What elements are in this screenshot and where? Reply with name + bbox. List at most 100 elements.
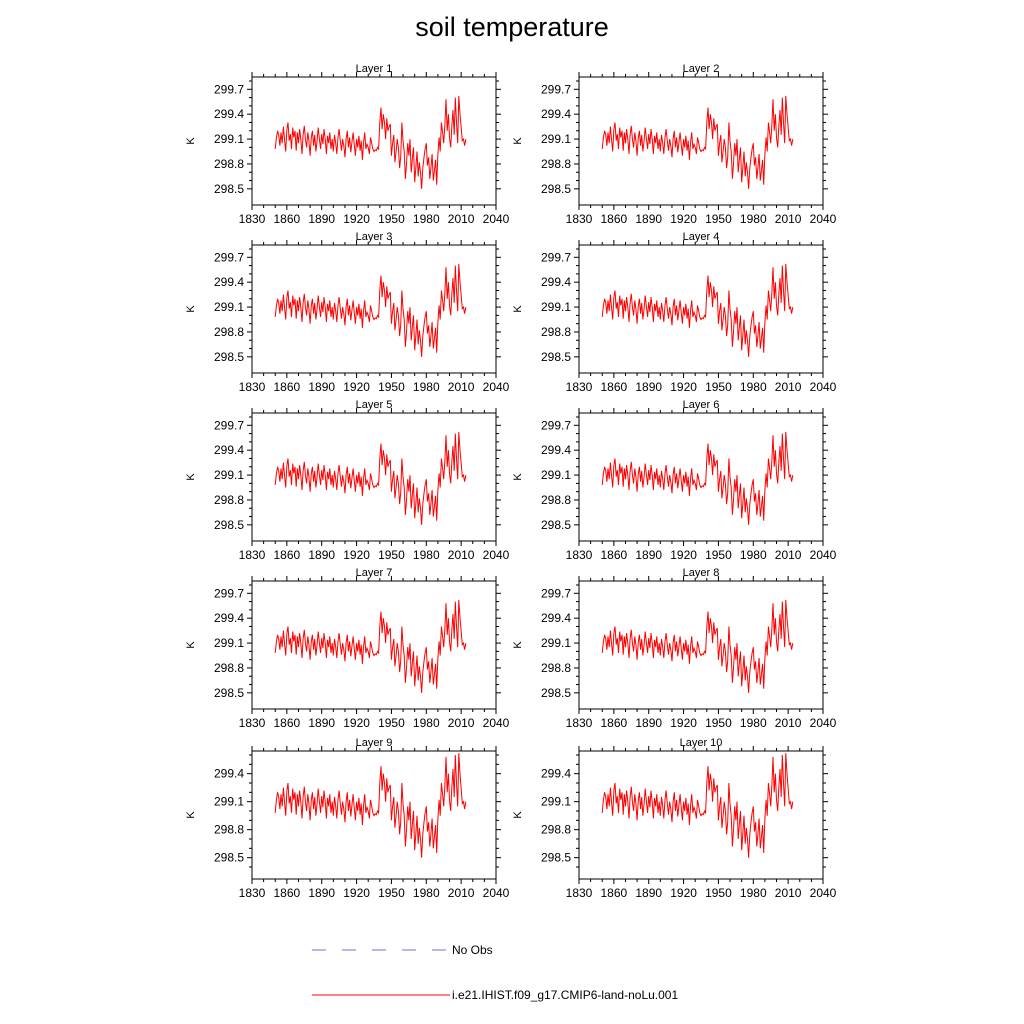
y-axis-label: K (512, 473, 524, 481)
x-tick-label: 1860 (601, 380, 628, 394)
panel-title: Layer 1 (356, 63, 393, 75)
y-tick-label: 299.4 (541, 767, 571, 781)
x-tick-label: 2010 (775, 212, 802, 226)
y-tick-label: 299.1 (214, 300, 244, 314)
x-tick-label: 1920 (343, 716, 370, 730)
plot-frame (578, 244, 824, 374)
y-tick-label: 299.4 (214, 275, 244, 289)
x-tick-label: 2010 (775, 886, 802, 900)
panel-title: Layer 2 (683, 63, 720, 75)
y-tick-label: 299.7 (541, 418, 571, 432)
y-tick-label: 299.4 (214, 767, 244, 781)
x-tick-label: 1890 (308, 716, 335, 730)
x-tick-label: 1860 (601, 548, 628, 562)
x-tick-label: 1860 (274, 212, 301, 226)
x-tick-label: 1920 (670, 380, 697, 394)
y-tick-label: 299.7 (541, 250, 571, 264)
y-tick-label: 298.8 (214, 661, 244, 675)
legend: No Obs i.e21.IHIST.f09_g17.CMIP6-land-no… (312, 943, 678, 1002)
x-tick-label: 1980 (413, 886, 440, 900)
x-tick-label: 2040 (810, 716, 837, 730)
x-tick-label: 2040 (483, 886, 510, 900)
x-tick-label: 1890 (308, 212, 335, 226)
series-line (274, 753, 467, 858)
x-tick-label: 1830 (239, 212, 266, 226)
y-tick-label: 298.8 (214, 325, 244, 339)
x-tick-label: 1950 (705, 548, 732, 562)
y-tick-label: 298.8 (214, 493, 244, 507)
y-tick-label: 299.7 (214, 418, 244, 432)
panel-layer-1: Layer 1 K 298.5 298.8 299.1 299.4 299.7 1830 186… (185, 63, 510, 226)
x-tick-label: 1830 (566, 716, 593, 730)
y-tick-label: 298.5 (541, 518, 571, 532)
x-tick-label: 1950 (378, 548, 405, 562)
plot-frame (251, 750, 497, 880)
plot-frame (578, 412, 824, 542)
x-tick-label: 1950 (378, 716, 405, 730)
y-tick-label: 298.5 (541, 350, 571, 364)
x-tick-label: 2040 (483, 212, 510, 226)
x-tick-label: 1950 (705, 886, 732, 900)
x-tick-label: 1950 (378, 380, 405, 394)
x-tick-label: 1950 (705, 212, 732, 226)
y-tick-label: 299.1 (541, 300, 571, 314)
y-tick-label: 299.7 (214, 250, 244, 264)
y-tick-label: 299.7 (214, 586, 244, 600)
y-tick-label: 298.8 (541, 493, 571, 507)
panel-title: Layer 6 (683, 399, 720, 411)
x-tick-label: 1890 (308, 886, 335, 900)
x-tick-label: 1860 (601, 886, 628, 900)
plot-frame (251, 412, 497, 542)
x-tick-label: 1830 (239, 380, 266, 394)
y-tick-label: 298.8 (541, 823, 571, 837)
x-tick-label: 2040 (810, 886, 837, 900)
plot-frame (251, 76, 497, 206)
series-line (274, 599, 467, 693)
panel-title: Layer 3 (356, 231, 393, 243)
plot-frame (251, 580, 497, 710)
series-line (601, 95, 794, 189)
x-tick-label: 2010 (448, 886, 475, 900)
x-tick-label: 1950 (378, 212, 405, 226)
y-axis-label: K (512, 811, 524, 819)
y-tick-label: 299.4 (214, 443, 244, 457)
x-tick-label: 1920 (343, 380, 370, 394)
y-tick-label: 299.4 (214, 107, 244, 121)
series-line (601, 431, 794, 525)
x-tick-label: 1980 (740, 548, 767, 562)
x-tick-label: 1890 (308, 548, 335, 562)
y-tick-label: 298.5 (541, 182, 571, 196)
x-tick-label: 2010 (448, 716, 475, 730)
x-tick-label: 2010 (448, 212, 475, 226)
y-tick-label: 298.5 (214, 851, 244, 865)
y-tick-label: 299.7 (214, 82, 244, 96)
y-tick-label: 299.7 (541, 586, 571, 600)
x-tick-label: 1980 (413, 716, 440, 730)
y-tick-label: 299.1 (214, 468, 244, 482)
y-tick-label: 298.8 (541, 325, 571, 339)
x-tick-label: 1920 (343, 886, 370, 900)
series-line (601, 753, 794, 858)
figure-title: soil temperature (415, 12, 609, 42)
y-tick-label: 299.1 (541, 132, 571, 146)
panel-title: Layer 9 (356, 737, 393, 749)
x-tick-label: 1830 (239, 548, 266, 562)
y-tick-label: 299.4 (541, 107, 571, 121)
x-tick-label: 2040 (810, 212, 837, 226)
x-tick-label: 1980 (413, 380, 440, 394)
x-tick-label: 1830 (566, 886, 593, 900)
series-line (274, 95, 467, 189)
plot-frame (578, 580, 824, 710)
x-tick-label: 1830 (566, 548, 593, 562)
panel-layer-2: Layer 2 K 298.5 298.8 299.1 299.4 299.7 1830 186… (512, 63, 837, 226)
x-tick-label: 2040 (483, 380, 510, 394)
y-axis-label: K (185, 137, 197, 145)
x-tick-label: 1890 (635, 212, 662, 226)
y-tick-label: 299.4 (214, 611, 244, 625)
x-tick-label: 1980 (413, 548, 440, 562)
x-tick-label: 2010 (448, 380, 475, 394)
y-tick-label: 299.4 (541, 611, 571, 625)
y-axis-label: K (185, 473, 197, 481)
